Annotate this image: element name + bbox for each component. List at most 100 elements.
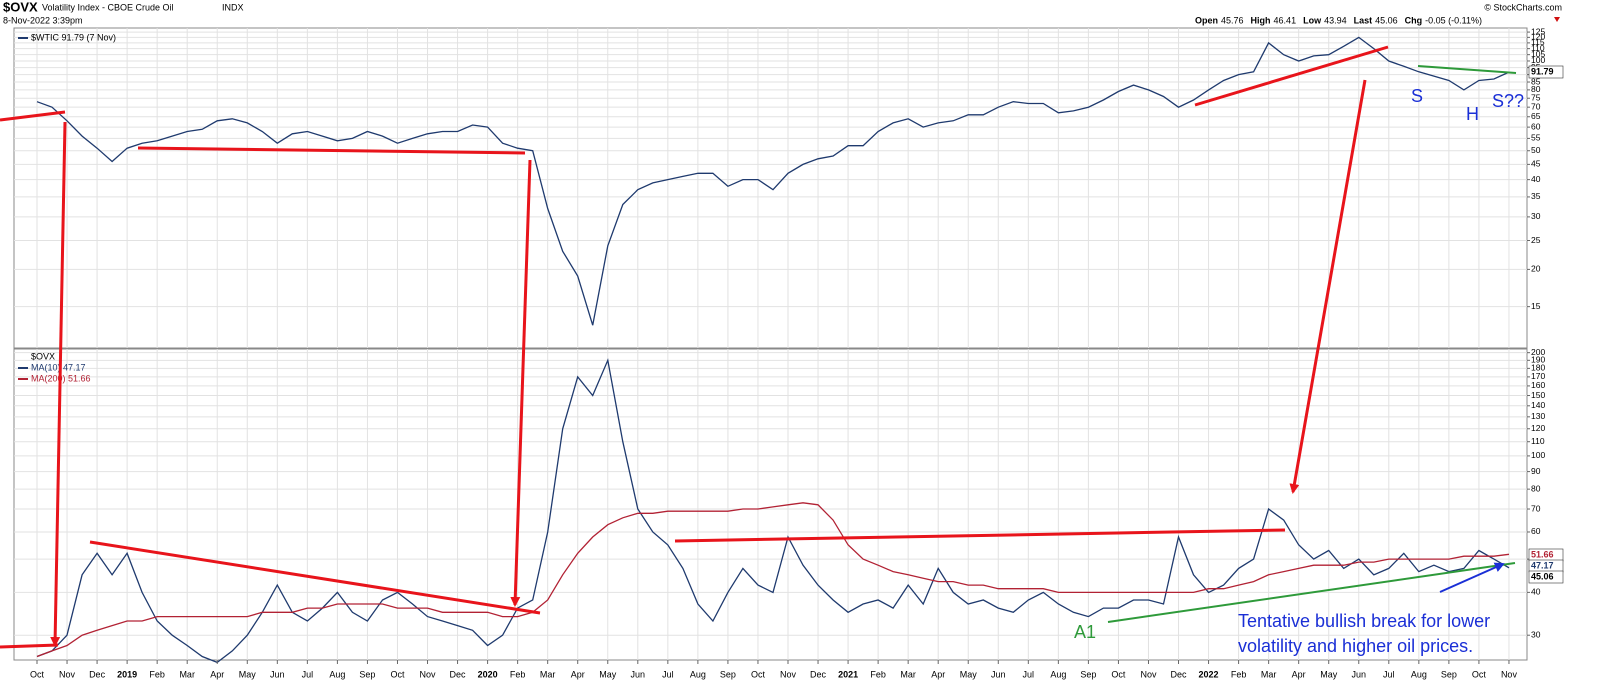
y-tick-label: 45 <box>1531 159 1541 169</box>
y-tick-label: 80 <box>1531 84 1541 94</box>
trendline <box>137 146 526 155</box>
x-tick-label: Dec <box>810 669 827 679</box>
x-tick-label: Dec <box>1171 669 1188 679</box>
x-tick-label: Apr <box>931 669 945 679</box>
y-tick-label: 130 <box>1531 411 1545 421</box>
x-tick-label: Nov <box>420 669 437 679</box>
y-tick-label: 40 <box>1531 174 1541 184</box>
y-tick-label: 75 <box>1531 92 1541 102</box>
x-tick-label: May <box>599 669 617 679</box>
y-tick-label: 30 <box>1531 629 1541 639</box>
x-tick-label: Nov <box>780 669 797 679</box>
price-label: 45.06 <box>1531 571 1554 581</box>
y-tick-label: 100 <box>1531 55 1545 65</box>
grid <box>14 28 1527 660</box>
y-tick-label: 60 <box>1531 121 1541 131</box>
x-tick-label: Aug <box>1050 669 1066 679</box>
y-tick-label: 50 <box>1531 145 1541 155</box>
neckline <box>1417 65 1517 74</box>
trendlines <box>0 45 1389 649</box>
x-tick-label: May <box>1320 669 1338 679</box>
y-tick-label: 35 <box>1531 191 1541 201</box>
y-tick-label: 100 <box>1531 450 1545 460</box>
annotation: S?? <box>1492 91 1524 111</box>
y-tick-label: 55 <box>1531 133 1541 143</box>
y-tick-label: 140 <box>1531 400 1545 410</box>
timestamp: 8-Nov-2022 3:39pm <box>3 15 83 25</box>
x-tick-label: Jun <box>270 669 285 679</box>
arrow <box>1289 79 1367 494</box>
panel-title: $OVX <box>31 351 55 361</box>
y-tick-label: 110 <box>1531 43 1545 53</box>
x-tick-label: Sep <box>1441 669 1457 679</box>
y-tick-label: 65 <box>1531 111 1541 121</box>
y-tick-label: 40 <box>1531 587 1541 597</box>
quote-label: Low <box>1303 15 1322 25</box>
quote-label: Last <box>1354 15 1373 25</box>
x-tick-label: Oct <box>30 669 45 679</box>
annotation: H <box>1466 104 1479 124</box>
arrow <box>50 121 67 647</box>
legend-entry: MA(10) 47.17 <box>31 362 86 372</box>
x-tick-label: Jun <box>1352 669 1367 679</box>
x-tick-label: Apr <box>1292 669 1306 679</box>
y-tick-label: 90 <box>1531 466 1541 476</box>
y-tick-label: 110 <box>1531 436 1545 446</box>
x-tick-label: Aug <box>1411 669 1427 679</box>
y-tick-label: 70 <box>1531 503 1541 513</box>
x-tick-label: Aug <box>690 669 706 679</box>
quote-value: 45.06 <box>1375 15 1398 25</box>
y-tick-label: 120 <box>1531 423 1545 433</box>
x-tick-label: Aug <box>329 669 345 679</box>
annotation: A1 <box>1074 622 1096 642</box>
y-tick-label: 125 <box>1531 26 1545 36</box>
x-tick-label: Oct <box>1472 669 1487 679</box>
x-tick-label: 2022 <box>1199 669 1219 679</box>
series-line <box>36 502 1510 658</box>
x-tick-label: Mar <box>540 669 556 679</box>
legend-entry: $WTIC 91.79 (7 Nov) <box>31 32 116 42</box>
x-tick-label: Feb <box>1231 669 1247 679</box>
price-label: 51.66 <box>1531 549 1554 559</box>
header-bg <box>0 0 1600 28</box>
x-tick-label: Sep <box>1080 669 1096 679</box>
x-tick-label: Feb <box>510 669 526 679</box>
copyright: © StockCharts.com <box>1484 2 1562 12</box>
y-tick-label: 190 <box>1531 355 1545 365</box>
x-tick-label: Jun <box>991 669 1006 679</box>
price-label: 47.17 <box>1531 560 1554 570</box>
x-tick-label: Jul <box>662 669 674 679</box>
x-tick-label: Mar <box>179 669 195 679</box>
x-tick-label: Sep <box>359 669 375 679</box>
series-line <box>36 358 1510 664</box>
annotation: volatility and higher oil prices. <box>1238 636 1473 656</box>
trendline <box>89 540 541 615</box>
trendline <box>1107 562 1516 623</box>
x-tick-label: May <box>960 669 978 679</box>
y-tick-label: 170 <box>1531 371 1545 381</box>
y-tick-label: 85 <box>1531 76 1541 86</box>
x-tick-label: Oct <box>751 669 766 679</box>
y-tick-label: 180 <box>1531 363 1545 373</box>
arrow <box>510 159 532 607</box>
y-tick-label: 115 <box>1531 37 1545 47</box>
x-tick-label: Oct <box>1111 669 1126 679</box>
trendline <box>0 110 66 122</box>
quote-label: High <box>1251 15 1271 25</box>
exchange: INDX <box>222 2 244 12</box>
y-tick-label: 15 <box>1531 301 1541 311</box>
y-tick-label: 150 <box>1531 390 1545 400</box>
x-tick-label: Nov <box>1501 669 1518 679</box>
y-tick-label: 160 <box>1531 380 1545 390</box>
x-tick-label: Oct <box>390 669 405 679</box>
plot <box>36 36 1510 664</box>
y-tick-label: 30 <box>1531 211 1541 221</box>
x-tick-label: Apr <box>571 669 585 679</box>
quote-value: 46.41 <box>1274 15 1297 25</box>
price-box <box>1528 570 1564 584</box>
price-label: 91.79 <box>1531 66 1554 76</box>
x-tick-label: 2020 <box>478 669 498 679</box>
down-arrow <box>1554 17 1560 22</box>
green-lines <box>1107 65 1517 623</box>
